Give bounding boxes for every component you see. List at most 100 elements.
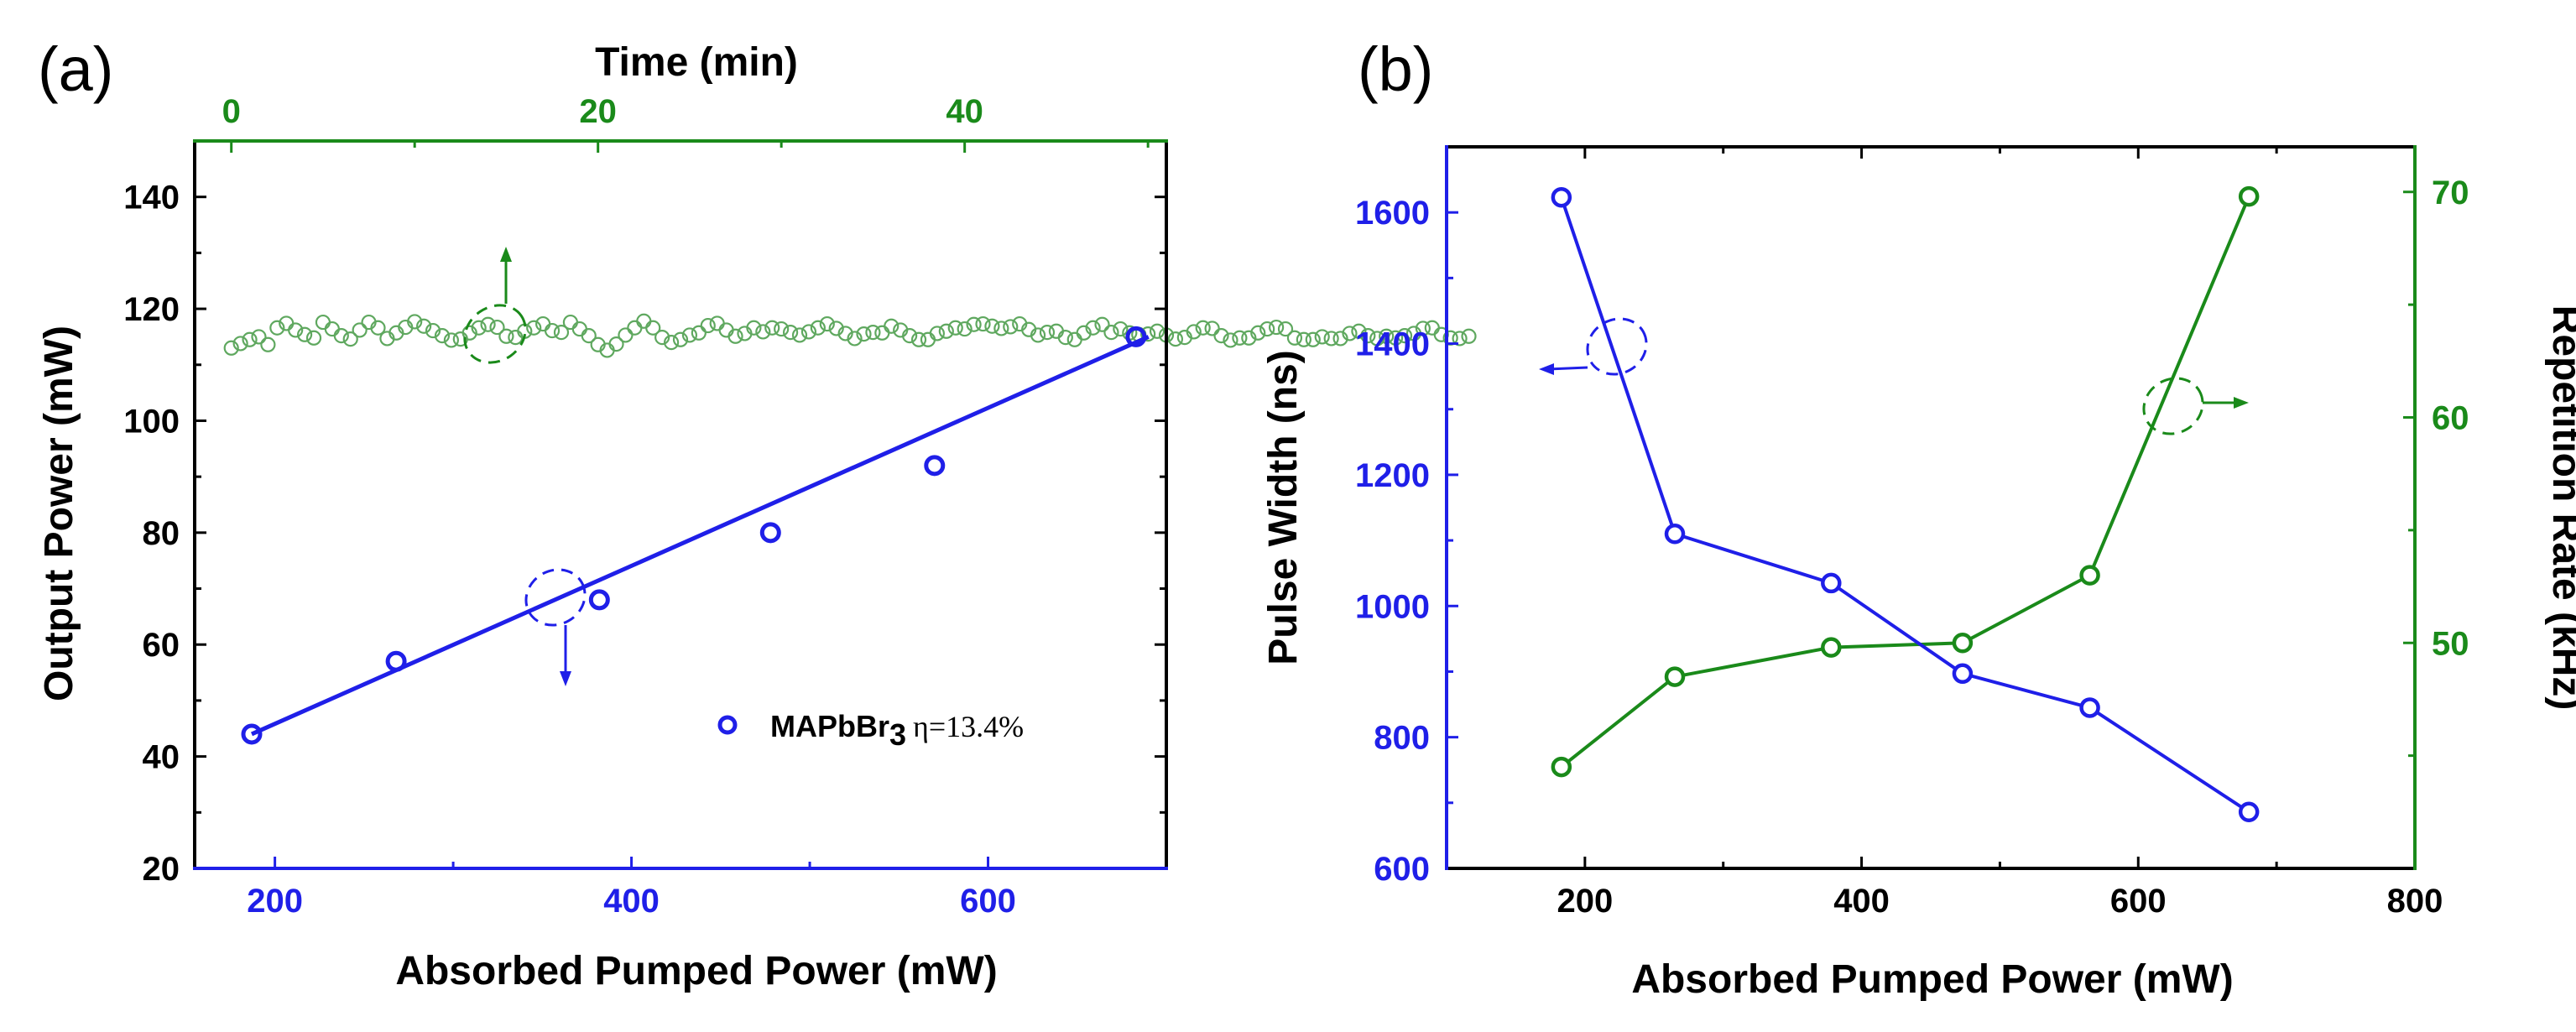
stability-point: [993, 321, 1009, 336]
stability-point: [1140, 326, 1156, 342]
stability-point: [1323, 331, 1339, 347]
stability-point: [1204, 321, 1220, 336]
stability-point: [663, 334, 680, 351]
stability-point: [819, 315, 835, 332]
stability-point: [223, 340, 239, 356]
panel-a-x-axis-title: Absorbed Pumped Power (mW): [395, 949, 997, 993]
stability-point: [1369, 331, 1385, 347]
stability-point: [571, 321, 587, 337]
output-power-point: [1125, 326, 1147, 347]
stability-point: [461, 325, 477, 341]
stability-point: [654, 329, 670, 346]
stability-point: [837, 326, 853, 341]
right-tick-label: 70: [2432, 175, 2469, 211]
stability-point: [828, 321, 844, 336]
stability-point: [1388, 330, 1404, 346]
stability-point: [1003, 319, 1019, 335]
stability-point: [1379, 328, 1395, 344]
stability-point: [296, 326, 313, 342]
stability-point: [1305, 331, 1321, 347]
stability-point: [1415, 321, 1431, 336]
pulse-width-point: [1821, 572, 1842, 594]
y-tick-label: 140: [123, 180, 180, 216]
stability-point: [581, 327, 597, 344]
output-power-point: [759, 522, 781, 544]
stability-point: [370, 320, 386, 336]
stability-point: [1039, 324, 1056, 341]
stability-point: [260, 336, 276, 352]
left-tick-label: 1200: [1355, 457, 1430, 494]
panel-a-y-axis-title: Output Power (mW): [37, 326, 81, 701]
stability-point: [1113, 321, 1129, 337]
stability-point: [1461, 328, 1477, 344]
stability-point: [324, 321, 340, 337]
stability-point: [1405, 326, 1422, 341]
stability-point: [526, 320, 542, 336]
repetition-rate-line: [1560, 195, 2251, 769]
panel-b-label: (b): [1358, 34, 1433, 104]
output-power-point: [385, 650, 407, 672]
stability-point: [315, 314, 331, 331]
stability-point: [1241, 330, 1257, 346]
stability-point: [874, 325, 890, 341]
x-tick-label: 600: [2110, 883, 2167, 920]
repetition-rate-point: [1821, 637, 1842, 658]
pulse-width-point: [2238, 801, 2260, 823]
stability-point: [700, 317, 716, 334]
stability-point: [407, 314, 423, 330]
annotation-left-axis-indicator: [1539, 317, 1648, 376]
stability-point: [938, 323, 954, 339]
panel-b-right-axis-title: Repetition Rate (kHz): [2544, 305, 2576, 711]
stability-point: [1268, 319, 1285, 336]
stability-point: [865, 324, 881, 341]
stability-point: [746, 320, 762, 336]
stability-point: [1030, 327, 1046, 343]
pulse-width-point: [1551, 186, 1572, 208]
stability-point: [957, 321, 973, 337]
stability-point: [727, 328, 743, 344]
stability-point: [884, 318, 900, 334]
stability-point: [342, 331, 358, 347]
repetition-rate-point: [1664, 666, 1686, 687]
top-tick-label: 0: [222, 93, 241, 130]
stability-point: [1186, 324, 1202, 340]
stability-point: [1452, 331, 1468, 347]
linear-fit-line: [250, 335, 1150, 737]
stability-point: [966, 316, 982, 332]
stability-point: [1085, 320, 1101, 336]
stability-point: [443, 332, 459, 348]
stability-point: [1396, 327, 1413, 344]
panel-a: (a) Time (min) Absorbed Pumped Power (mW…: [37, 34, 1477, 993]
stability-point: [480, 316, 496, 332]
stability-point: [1223, 332, 1238, 348]
output-power-point: [241, 723, 263, 745]
top-tick-label: 40: [946, 93, 983, 130]
left-tick-label: 600: [1374, 851, 1430, 888]
repetition-rate-point: [2238, 185, 2260, 207]
stability-point: [425, 322, 441, 339]
left-tick-label: 1600: [1355, 195, 1430, 232]
stability-point: [333, 327, 349, 344]
stability-point: [847, 331, 863, 347]
panel-a-top-axis-title: Time (min): [595, 40, 798, 85]
stability-point: [1259, 321, 1275, 337]
x-tick-label: 200: [247, 883, 303, 920]
stability-point: [1195, 320, 1211, 336]
stability-point: [232, 336, 248, 352]
stability-point: [672, 331, 689, 347]
stability-point: [269, 320, 285, 336]
stability-point: [1277, 321, 1294, 337]
stability-point: [1296, 331, 1311, 347]
stability-point: [810, 320, 826, 336]
stability-point: [1066, 331, 1082, 347]
stability-point: [562, 314, 579, 331]
stability-point: [1167, 331, 1184, 347]
output-power-point: [588, 589, 610, 611]
stability-point: [1351, 323, 1367, 339]
stability-point: [764, 320, 780, 336]
stability-point: [1286, 330, 1303, 346]
stability-point: [498, 328, 514, 344]
y-tick-label: 100: [123, 403, 180, 440]
panel-a-label: (a): [38, 34, 113, 104]
